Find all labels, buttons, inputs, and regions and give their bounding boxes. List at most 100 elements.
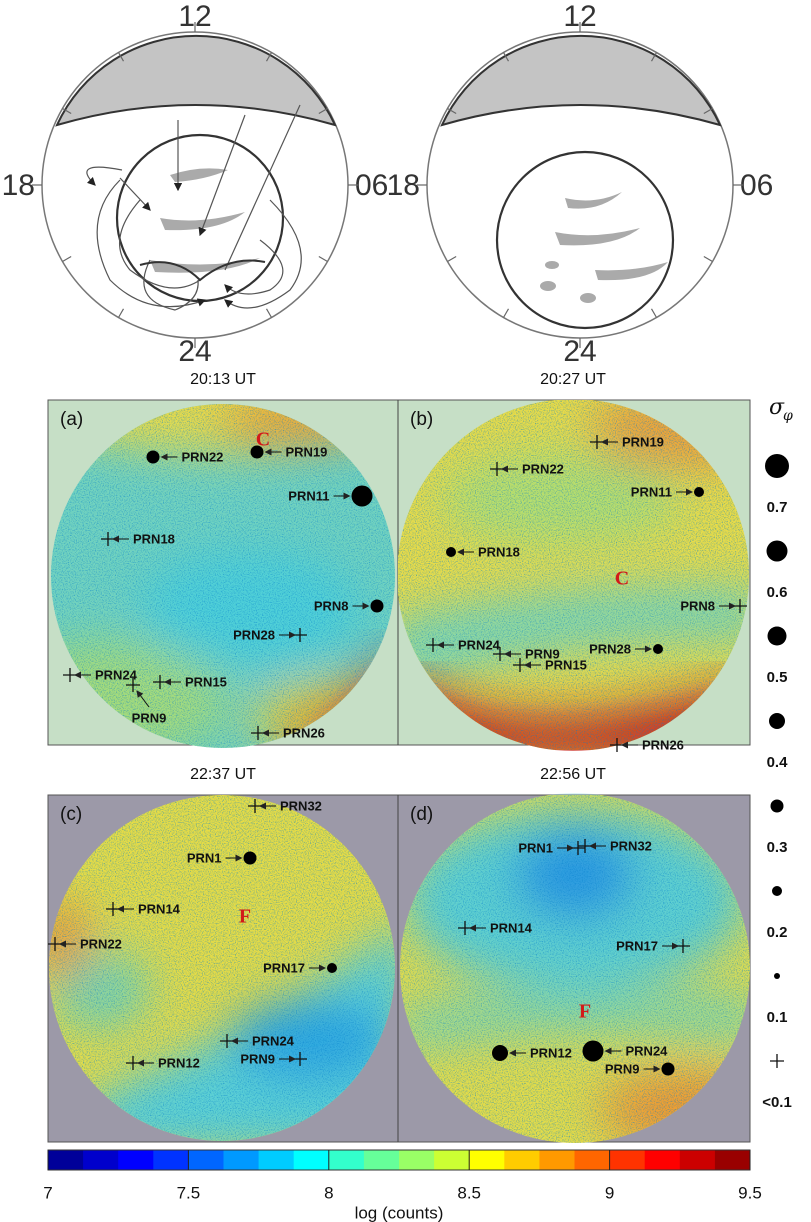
- satellite-label: PRN17: [263, 960, 305, 975]
- satellite-marker: [146, 450, 160, 464]
- satellite-marker: [582, 1040, 604, 1062]
- satellite-label: PRN32: [610, 838, 652, 853]
- satellite-label: PRN22: [182, 449, 224, 464]
- satellite-label: PRN14: [490, 920, 533, 935]
- satellite-label: PRN9: [240, 1051, 275, 1066]
- legend-symbol: [774, 973, 780, 979]
- satellite-marker: [370, 599, 384, 613]
- satellite-label: PRN24: [95, 667, 138, 682]
- colorbar-segment: [434, 1150, 470, 1170]
- colorbar-segment: [574, 1150, 611, 1170]
- legend-level: 0.7: [767, 499, 788, 516]
- dial-tick: [447, 107, 457, 115]
- colorbar-tick-label: 8.5: [457, 1183, 481, 1202]
- satellite-marker: [351, 485, 373, 507]
- colorbar-segment: [83, 1150, 119, 1170]
- colorbar-segment: [399, 1150, 435, 1170]
- satellite-label: PRN15: [545, 657, 587, 672]
- dial-tick: [62, 107, 72, 115]
- sky-image: [49, 795, 395, 1141]
- satellite-marker: [661, 1062, 675, 1076]
- panel-title: 20:13 UT: [190, 371, 256, 388]
- satellite-label: PRN19: [286, 444, 328, 459]
- colorbar-tick-label: 7: [43, 1183, 52, 1202]
- legend-level: 0.2: [767, 924, 788, 941]
- satellite-label: PRN8: [314, 598, 349, 613]
- satellite-label: PRN24: [458, 637, 501, 652]
- panel-title: 22:56 UT: [540, 766, 606, 783]
- colorbar-segment: [328, 1150, 365, 1170]
- legend-level: 0.5: [767, 669, 788, 686]
- satellite-label: PRN9: [525, 646, 560, 661]
- legend-level: 0.4: [767, 754, 789, 771]
- colorbar-tick-label: 9: [605, 1183, 614, 1202]
- colorbar-tick-label: 8: [324, 1183, 333, 1202]
- colorbar-label: log (counts): [355, 1203, 444, 1222]
- colorbar-segment: [679, 1150, 716, 1170]
- satellite-marker: [126, 678, 140, 692]
- colorbar-tick-label: 7.5: [177, 1183, 201, 1202]
- satellite-marker: [492, 1045, 508, 1061]
- panel-letter: (b): [410, 409, 433, 430]
- dial-tick: [62, 255, 72, 263]
- legend-symbol: [770, 1054, 784, 1068]
- colorbar-segment: [293, 1150, 330, 1170]
- colorbar-segment: [714, 1150, 751, 1170]
- dial-label: 06: [740, 169, 773, 202]
- colorbar-tick-label: 9.5: [738, 1183, 762, 1202]
- dial: [426, 31, 734, 339]
- legend-level: 0.6: [767, 584, 788, 601]
- satellite-label: PRN24: [626, 1043, 669, 1058]
- colorbar: 7 7.5 8 8.5 9 9.5 log (counts): [43, 1149, 762, 1222]
- region-label: F: [579, 1001, 591, 1023]
- satellite-label: PRN9: [132, 710, 167, 725]
- colorbar-segment: [609, 1150, 646, 1170]
- colorbar-segment: [469, 1150, 505, 1170]
- colorbar-segment: [363, 1150, 400, 1170]
- dial-tick: [502, 308, 510, 318]
- satellite-label: PRN28: [589, 641, 631, 656]
- satellite-label: PRN12: [530, 1045, 572, 1060]
- panel-letter: (a): [60, 409, 83, 430]
- satellite-label: PRN14: [138, 901, 181, 916]
- legend-level: <0.1: [762, 1094, 792, 1111]
- dial-tick: [703, 107, 713, 115]
- satellite-label: PRN22: [80, 936, 122, 951]
- dial-label: 06: [355, 169, 388, 202]
- legend-level: 0.3: [767, 839, 788, 856]
- satellite-label: PRN15: [185, 674, 227, 689]
- colorbar-segment: [539, 1150, 575, 1170]
- satellite-label: PRN1: [518, 840, 553, 855]
- satellite-label: PRN26: [283, 725, 325, 740]
- colorbar-segment: [504, 1150, 540, 1170]
- satellite-label: PRN17: [616, 938, 658, 953]
- satellite-label: PRN18: [478, 544, 520, 559]
- satellite-marker: [250, 445, 264, 459]
- dial-label: 18: [387, 169, 420, 202]
- legend-symbol: [767, 626, 787, 646]
- satellite-label: PRN11: [631, 484, 672, 499]
- satellite-label: PRN26: [642, 737, 684, 752]
- panel-title: 22:37 UT: [190, 766, 256, 783]
- dial-tick: [265, 308, 273, 318]
- satellite-label: PRN12: [158, 1055, 200, 1070]
- legend-symbol: [765, 454, 789, 478]
- satellite-marker: [694, 487, 704, 497]
- region-label: C: [256, 429, 270, 451]
- legend-symbol: [766, 540, 788, 562]
- satellite-marker: [446, 547, 456, 557]
- region-label: C: [615, 568, 629, 590]
- dial-tick: [318, 255, 328, 263]
- legend-symbol: [772, 886, 782, 896]
- dial-tick: [265, 52, 273, 62]
- dial-tick: [650, 52, 658, 62]
- satellite-label: PRN28: [233, 627, 275, 642]
- colorbar-segment: [153, 1150, 189, 1170]
- dial-tick: [650, 308, 658, 318]
- satellite-label: PRN1: [187, 850, 222, 865]
- satellite-label: PRN19: [622, 434, 664, 449]
- dial-tick: [703, 255, 713, 263]
- panel-title: 20:27 UT: [540, 371, 606, 388]
- satellite-label: PRN22: [522, 461, 564, 476]
